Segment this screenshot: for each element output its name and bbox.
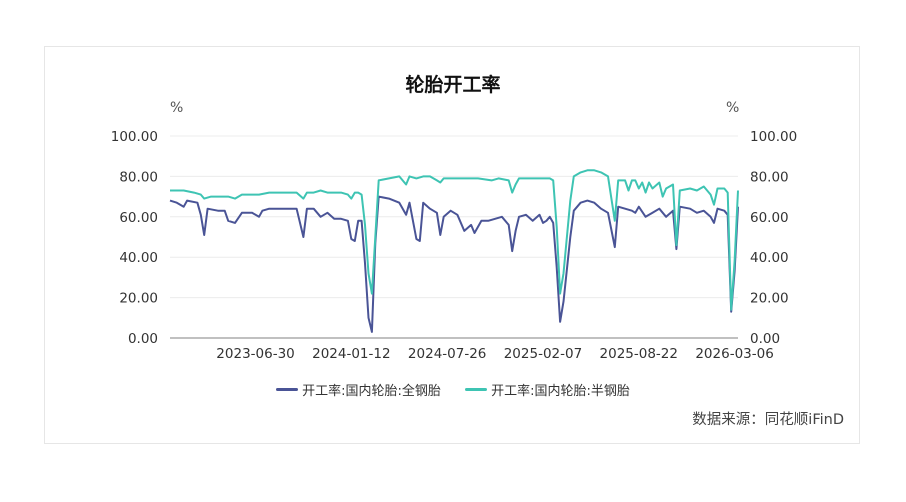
legend-swatch-series-1 <box>276 388 299 391</box>
data-source: 数据来源：同花顺iFinD <box>692 412 844 428</box>
x-tick-label: 2024-07-26 <box>408 346 486 362</box>
right-axis-unit: % <box>726 100 740 116</box>
y-tick-label-right: 60.00 <box>750 210 789 226</box>
series-line-2 <box>170 169 739 311</box>
y-tick-label-right: 40.00 <box>750 250 789 266</box>
legend-swatch-series-2 <box>465 388 488 391</box>
legend-item-series-1[interactable]: 开工率:国内轮胎:全钢胎 <box>276 380 441 399</box>
legend-item-series-2[interactable]: 开工率:国内轮胎:半钢胎 <box>465 380 630 399</box>
x-tick-label: 2024-01-12 <box>312 346 390 362</box>
y-tick-label-left: 0.00 <box>128 331 158 347</box>
legend-label-series-2: 开工率:国内轮胎:半钢胎 <box>491 384 630 399</box>
x-tick-label: 2025-02-07 <box>504 346 582 362</box>
x-tick-label: 2025-08-22 <box>600 346 678 362</box>
y-tick-label-right: 100.00 <box>750 129 797 145</box>
x-tick-label: 2023-06-30 <box>216 346 294 362</box>
y-tick-label-left: 40.00 <box>119 250 158 266</box>
y-tick-label-right: 80.00 <box>750 169 789 185</box>
chart-card <box>44 46 860 444</box>
y-tick-label-left: 60.00 <box>119 210 158 226</box>
legend[interactable]: 开工率:国内轮胎:全钢胎 开工率:国内轮胎:半钢胎 <box>0 380 906 399</box>
y-tick-label-left: 20.00 <box>119 291 158 307</box>
series-line-1 <box>169 195 739 333</box>
y-tick-label-right: 0.00 <box>750 331 780 347</box>
y-tick-label-left: 80.00 <box>119 169 158 185</box>
legend-label-series-1: 开工率:国内轮胎:全钢胎 <box>302 384 441 399</box>
chart-title: 轮胎开工率 <box>405 74 501 96</box>
y-tick-label-right: 20.00 <box>750 291 789 307</box>
y-tick-label-left: 100.00 <box>111 129 158 145</box>
left-axis-unit: % <box>170 100 184 116</box>
x-tick-label: 2026-03-06 <box>695 346 773 362</box>
